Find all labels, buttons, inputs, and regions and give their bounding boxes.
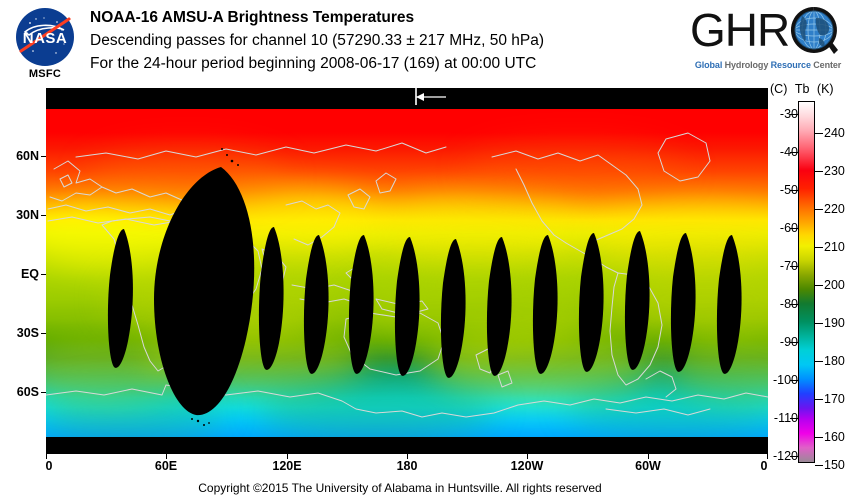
latitude-axis: 60N 30N EQ 30S 60S: [0, 88, 46, 454]
cb-celsius-tick-0: -30: [779, 107, 798, 121]
ghrc-tagline-word-global: Global: [694, 60, 723, 70]
map-plot-area[interactable]: [46, 88, 768, 454]
cb-kelvin-tick-4: 200: [824, 278, 845, 292]
cb-celsius-tick-7: -100: [772, 373, 798, 387]
cb-kelvin-tick-3: 210: [824, 240, 845, 254]
brightness-temperature-field: [46, 109, 768, 437]
ghrc-wordmark: GHR: [688, 4, 848, 62]
xtick-label-120w: 120W: [510, 459, 544, 473]
xtick-label-120e: 120E: [272, 459, 302, 473]
cb-kelvin-tick-9: 150: [824, 458, 845, 472]
subtitle-channel: Descending passes for channel 10 (57290.…: [90, 32, 544, 49]
xtick-label-0e: 0: [45, 459, 53, 473]
ghrc-tagline-word-hydrology: Hydrology: [724, 60, 769, 70]
colorbar-variable-label: Tb: [794, 82, 810, 96]
colorbar-unit-kelvin: (K): [816, 82, 834, 96]
xtick-label-180: 180: [396, 459, 418, 473]
cb-kelvin-tick-2: 220: [824, 202, 845, 216]
cb-celsius-tick-8: -110: [773, 411, 798, 425]
ghrc-tagline-word-center: Center: [813, 60, 842, 70]
cb-celsius-tick-9: -120: [772, 449, 798, 463]
cb-kelvin-tick-8: 160: [824, 430, 845, 444]
colorbar-header: (C) Tb (K): [770, 82, 854, 96]
longitude-axis: 0 60E 120E 180 120W 60W 0: [46, 454, 768, 478]
header: NASA MSFC NOAA-16 AMSU-A Brightness Temp…: [0, 0, 854, 88]
cb-celsius-tick-6: -90: [779, 335, 798, 349]
cb-celsius-tick-5: -80: [779, 297, 798, 311]
ytick-label-eq: EQ: [20, 267, 39, 281]
page-title: NOAA-16 AMSU-A Brightness Temperatures: [90, 9, 415, 26]
ytick-label-60n: 60N: [16, 149, 39, 163]
colorbar-unit-celsius: (C): [770, 82, 788, 96]
subtitle-period: For the 24-hour period beginning 2008-06…: [90, 55, 537, 72]
cb-celsius-tick-2: -50: [779, 183, 798, 197]
colorbar-gradient[interactable]: [798, 101, 815, 463]
nasa-logo: NASA: [14, 6, 76, 68]
xtick-label-60e: 60E: [154, 459, 178, 473]
xtick-label-60w: 60W: [635, 459, 661, 473]
swath-gap-shapes-icon: [107, 148, 742, 426]
ytick-label-60s: 60S: [16, 385, 39, 399]
ghrc-tagline-word-resource: Resource: [770, 60, 811, 70]
cb-kelvin-tick-5: 190: [824, 316, 845, 330]
svg-text:NASA: NASA: [23, 30, 68, 47]
copyright-notice: Copyright ©2015 The University of Alabam…: [198, 481, 602, 495]
ghrc-globe-icon: GHR: [690, 4, 838, 56]
colorbar: (C) Tb (K) -30 -40 -50 -60 -70 -80 -90 -…: [770, 82, 854, 480]
cb-kelvin-tick-1: 230: [824, 164, 845, 178]
cb-celsius-tick-4: -70: [779, 259, 798, 273]
swath-start-pointer: [46, 88, 768, 109]
left-arrow-icon: [415, 88, 446, 105]
title-block: NOAA-16 AMSU-A Brightness Temperatures D…: [90, 6, 670, 75]
ghrc-logo: GHR Gl: [688, 4, 848, 82]
ytick-label-30s: 30S: [16, 326, 39, 340]
nasa-center-label: MSFC: [28, 68, 62, 80]
nasa-meatball-icon: NASA: [16, 8, 74, 66]
svg-text:GHR: GHR: [690, 4, 789, 56]
orbital-gap-swaths: [46, 109, 768, 437]
cb-celsius-tick-3: -60: [779, 221, 798, 235]
cb-celsius-tick-1: -40: [779, 145, 798, 159]
ytick-label-30n: 30N: [16, 208, 39, 222]
cb-kelvin-tick-0: 240: [824, 126, 845, 140]
ghrc-tagline: Global Hydrology Resource Center: [688, 60, 848, 70]
cb-kelvin-tick-7: 170: [824, 392, 845, 406]
xtick-label-0w: 0: [760, 459, 768, 473]
cb-kelvin-tick-6: 180: [824, 354, 845, 368]
